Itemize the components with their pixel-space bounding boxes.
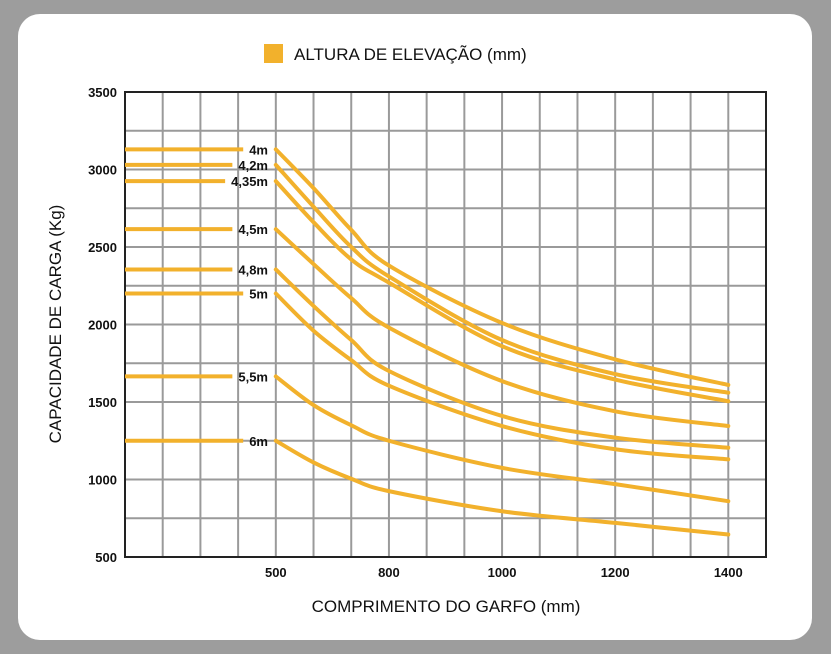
series-5-5m: 5,5m [125,369,731,504]
series-curve [273,227,731,429]
series-curve [273,374,731,504]
series-5m: 5m [125,287,731,462]
series-4m: 4m [125,142,731,387]
series-label: 4,35m [231,174,268,189]
y-tick-label: 1000 [88,473,117,488]
series-curve [273,438,731,537]
tick-labels: 500 1000 1500 2000 2500 3000 3500 500 800 1000 120… [88,85,743,580]
series-6m: 6m [125,434,731,537]
series-label: 4,8m [238,262,268,277]
series-4-35m: 4,35m [125,174,731,404]
series-curve [273,147,731,387]
y-tick-label: 3500 [88,85,117,100]
series-label: 4,5m [238,222,268,237]
curves: 4m4,2m4,35m 4,5m 4,8m 5m 5,5m 6m [125,142,731,537]
series-label: 4,2m [238,158,268,173]
series-4-2m: 4,2m [125,158,731,395]
series-4-5m: 4,5m [125,222,731,429]
series-label: 5,5m [238,369,268,384]
series-label: 6m [249,434,268,449]
plot-frame [124,91,767,558]
y-tick-label: 2000 [88,318,117,333]
series-label: 5m [249,287,268,302]
y-axis-title: CAPACIDADE DE CARGA (Kg) [46,205,65,444]
x-axis-title: COMPRIMENTO DO GARFO (mm) [312,597,581,616]
series-curve [273,267,731,450]
grid [124,91,767,558]
chart-card [18,14,812,640]
y-tick-label: 2500 [88,240,117,255]
series-4-8m: 4,8m [125,262,731,450]
x-tick-label: 800 [378,565,400,580]
series-curve [273,179,731,404]
y-tick-label: 3000 [88,163,117,178]
x-tick-label: 1200 [601,565,630,580]
series-curve [273,291,731,462]
legend-swatch [264,44,283,63]
y-tick-label: 500 [95,550,117,565]
x-tick-label: 500 [265,565,287,580]
x-tick-label: 1000 [488,565,517,580]
series-curve [273,162,731,395]
legend-label: ALTURA DE ELEVAÇÃO (mm) [294,45,527,64]
x-tick-label: 1400 [714,565,743,580]
y-tick-label: 1500 [88,395,117,410]
series-label: 4m [249,142,268,157]
